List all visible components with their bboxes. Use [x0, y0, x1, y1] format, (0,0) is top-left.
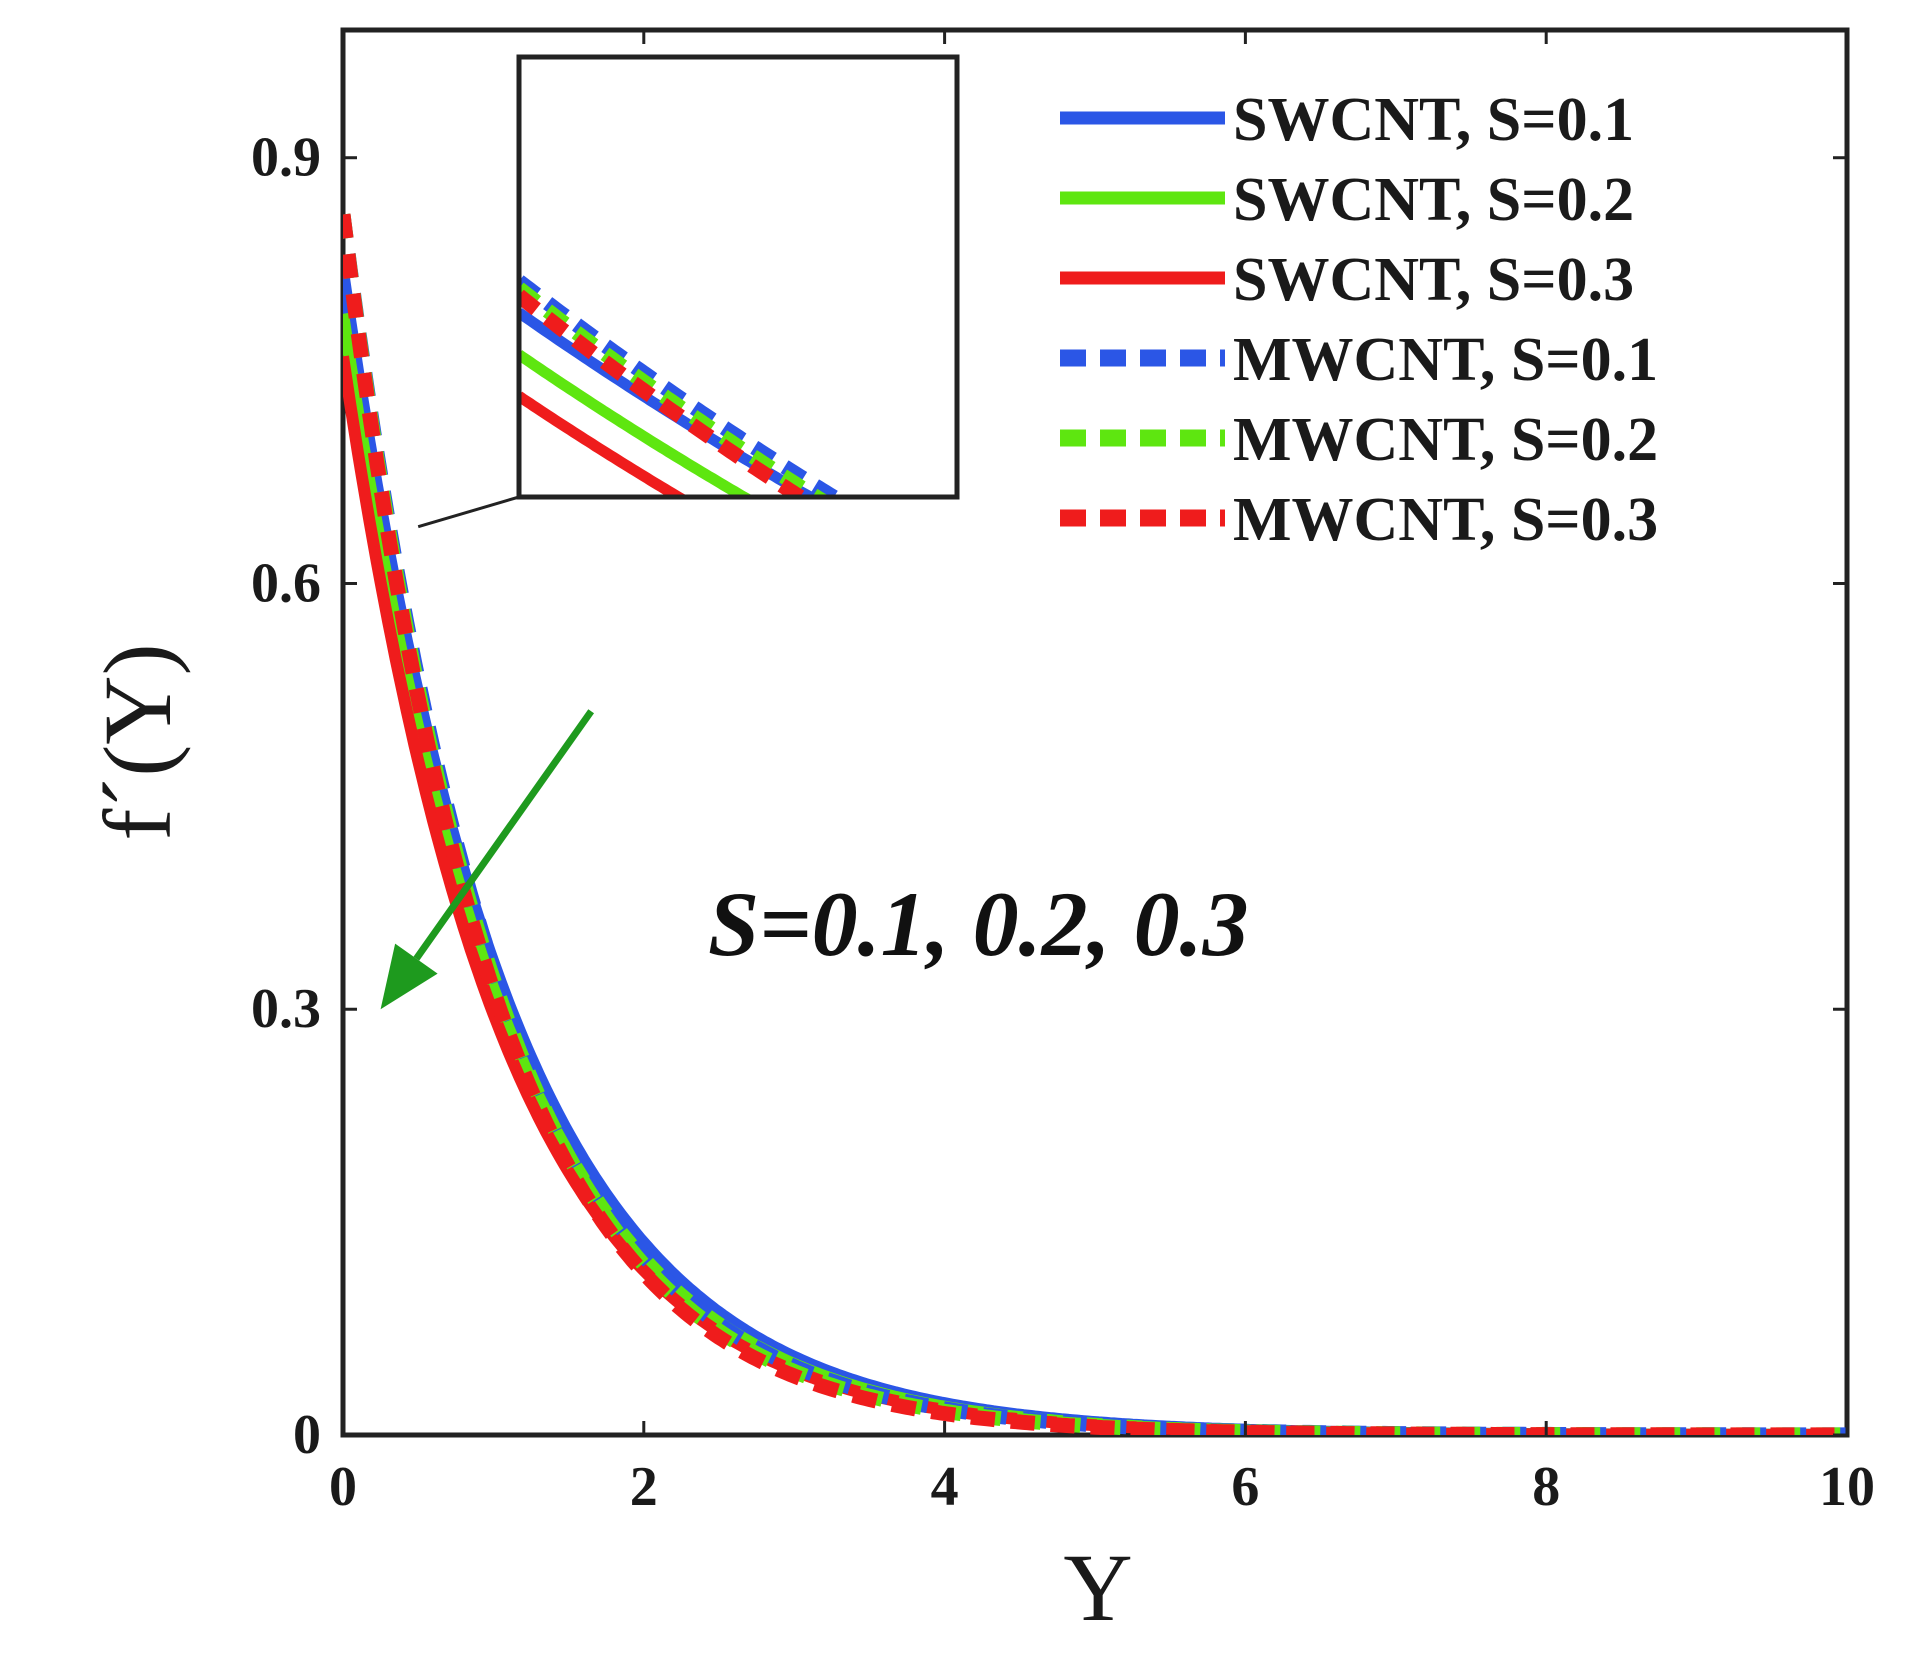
series-line-mwcnt-s-0-3: [343, 213, 1847, 1435]
inset-frame-bg: [519, 57, 957, 497]
annotation-text: S=0.1, 0.2, 0.3: [708, 873, 1249, 975]
inset-line-swcnt-s-0-3: [519, 391, 690, 497]
legend-label-swcnt-s-0-3: SWCNT, S=0.3: [1233, 246, 1634, 314]
inset-series-layer: [519, 275, 848, 497]
annotation-arrow-head: [380, 943, 438, 1010]
x-tick-label: 2: [630, 1456, 658, 1518]
inset-frame: [516, 54, 960, 500]
x-axis-ticks: 0 2 4 6 8 10: [329, 30, 1875, 1518]
inset-connector-line: [417, 495, 520, 529]
x-tick-label: 8: [1532, 1456, 1560, 1518]
legend: SWCNT, S=0.1 SWCNT, S=0.2 SWCNT, S=0.3 MWCN…: [1060, 86, 1658, 554]
y-axis-ticks: 0 0.3 0.6 0.9: [251, 127, 1847, 1466]
x-tick-label: 0: [329, 1456, 357, 1518]
y-tick-label: 0.6: [251, 552, 321, 614]
annotation-arrow-shaft: [413, 709, 595, 961]
y-axis-label: f´(Υ): [84, 643, 191, 840]
y-tick-label: 0: [293, 1404, 321, 1466]
series-layer: [343, 213, 1847, 1435]
x-tick-label: 6: [1231, 1456, 1259, 1518]
y-tick-label: 0.3: [251, 978, 321, 1040]
x-tick-label: 4: [931, 1456, 959, 1518]
annotation-arrow: [380, 709, 595, 1010]
x-axis-label: Υ: [1063, 1534, 1132, 1641]
legend-label-swcnt-s-0-1: SWCNT, S=0.1: [1233, 86, 1634, 154]
x-tick-label: 10: [1819, 1456, 1875, 1518]
inset-line-mwcnt-s-0-3: [519, 289, 814, 497]
inset-line-swcnt-s-0-2: [519, 350, 755, 497]
y-tick-label: 0.9: [251, 127, 321, 189]
legend-label-mwcnt-s-0-3: MWCNT, S=0.3: [1233, 486, 1658, 554]
legend-label-mwcnt-s-0-1: MWCNT, S=0.1: [1233, 326, 1658, 394]
legend-label-swcnt-s-0-2: SWCNT, S=0.2: [1233, 166, 1634, 234]
legend-label-mwcnt-s-0-2: MWCNT, S=0.2: [1233, 406, 1658, 474]
